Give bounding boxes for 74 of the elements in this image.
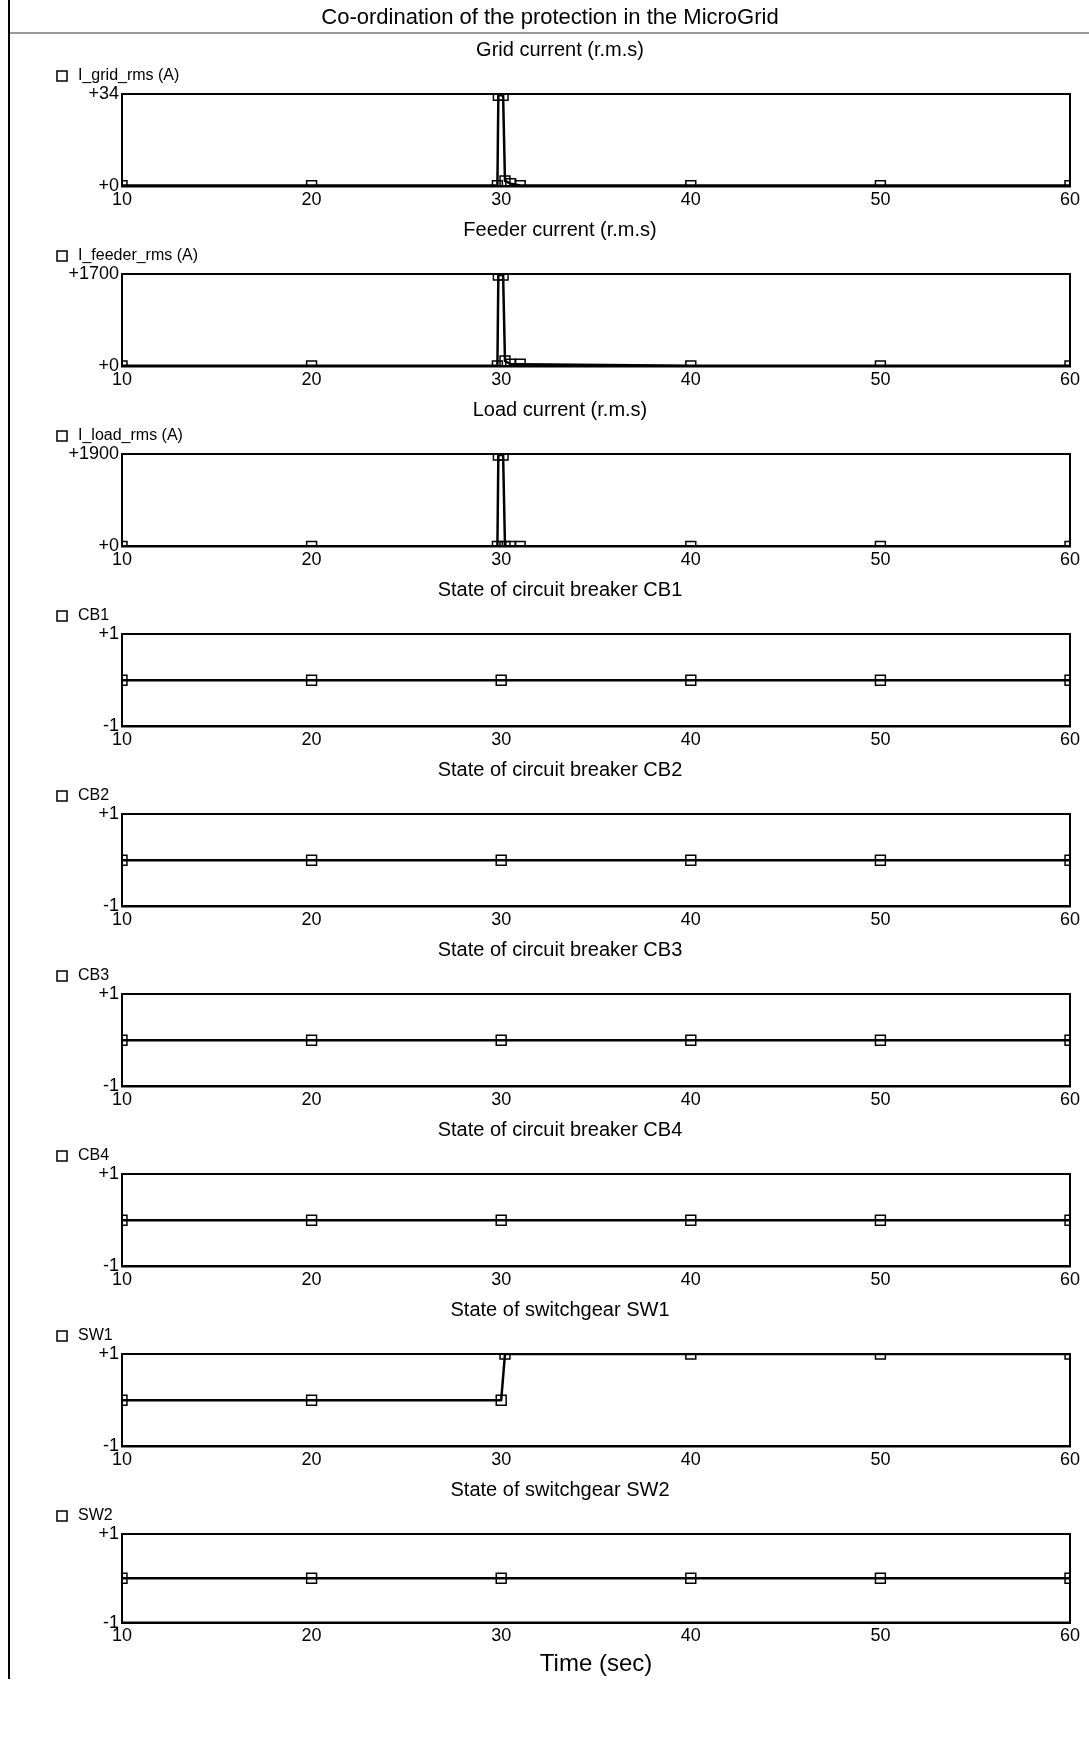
x-tick-label: 40 bbox=[680, 909, 701, 930]
x-tick-label: 50 bbox=[870, 369, 891, 390]
chart-title: State of circuit breaker CB4 bbox=[437, 1117, 683, 1140]
y-tick-label: +1 bbox=[98, 802, 119, 823]
chart-title: State of circuit breaker CB2 bbox=[437, 757, 683, 780]
x-tick-label: 20 bbox=[301, 189, 322, 210]
y-tick-label: +1 bbox=[98, 982, 119, 1003]
x-tick-label: 40 bbox=[680, 549, 701, 570]
legend-label: SW2 bbox=[78, 1506, 113, 1524]
x-tick-label: 50 bbox=[870, 1625, 891, 1646]
x-tick-label: 50 bbox=[870, 909, 891, 930]
y-tick-label: +1 bbox=[98, 1342, 119, 1363]
y-tick-label: +1 bbox=[98, 622, 119, 643]
y-tick-label: +1700 bbox=[68, 262, 119, 283]
x-tick-label: 30 bbox=[491, 729, 512, 750]
chart-title: Feeder current (r.m.s) bbox=[463, 217, 657, 240]
legend-label: I_feeder_rms (A) bbox=[78, 246, 199, 265]
chart-title: State of switchgear SW2 bbox=[450, 1477, 670, 1500]
x-tick-label: 50 bbox=[870, 549, 891, 570]
x-tick-label: 30 bbox=[491, 1625, 512, 1646]
x-tick-label: 20 bbox=[301, 549, 322, 570]
legend-label: CB1 bbox=[78, 606, 110, 624]
x-tick-label: 60 bbox=[1059, 369, 1081, 390]
chart-title: State of circuit breaker CB1 bbox=[437, 577, 683, 600]
y-tick-label: +1 bbox=[98, 1522, 119, 1543]
x-tick-label: 60 bbox=[1059, 1449, 1081, 1470]
y-tick-label: +34 bbox=[88, 82, 119, 103]
x-axis-title: Time (sec) bbox=[539, 1649, 653, 1677]
x-tick-label: 60 bbox=[1059, 909, 1081, 930]
x-tick-label: 50 bbox=[870, 1269, 891, 1290]
x-tick-label: 30 bbox=[491, 549, 512, 570]
x-tick-label: 30 bbox=[491, 909, 512, 930]
x-tick-label: 40 bbox=[680, 1625, 701, 1646]
x-tick-label: 20 bbox=[301, 369, 322, 390]
x-tick-label: 20 bbox=[301, 1269, 322, 1290]
y-tick-label: +1 bbox=[98, 1162, 119, 1183]
x-tick-label: 40 bbox=[680, 1269, 701, 1290]
x-tick-label: 50 bbox=[870, 1449, 891, 1470]
chart-title: Load current (r.m.s) bbox=[472, 397, 648, 420]
x-tick-label: 20 bbox=[301, 909, 322, 930]
legend-label: SW1 bbox=[78, 1326, 113, 1344]
x-tick-label: 60 bbox=[1059, 189, 1081, 210]
legend-label: CB4 bbox=[78, 1146, 110, 1164]
x-tick-label: 40 bbox=[680, 369, 701, 390]
x-tick-label: 60 bbox=[1059, 1089, 1081, 1110]
legend-label: CB2 bbox=[78, 786, 110, 804]
x-tick-label: 40 bbox=[680, 1089, 701, 1110]
legend-label: CB3 bbox=[78, 966, 110, 984]
x-tick-label: 20 bbox=[301, 729, 322, 750]
x-tick-label: 20 bbox=[301, 1449, 322, 1470]
text: Co-ordination of the protection in the MicroGrid bbox=[10, 0, 1089, 34]
y-tick-label: +1900 bbox=[68, 442, 119, 463]
x-tick-label: 40 bbox=[680, 729, 701, 750]
chart-title: Grid current (r.m.s) bbox=[476, 37, 644, 60]
x-tick-label: 60 bbox=[1059, 1625, 1081, 1646]
x-tick-label: 40 bbox=[680, 1449, 701, 1470]
x-tick-label: 40 bbox=[680, 189, 701, 210]
chart-title: State of circuit breaker CB3 bbox=[437, 937, 683, 960]
x-tick-label: 30 bbox=[491, 189, 512, 210]
x-tick-label: 30 bbox=[491, 1269, 512, 1290]
chart-title: State of switchgear SW1 bbox=[450, 1297, 670, 1320]
legend-label: I_load_rms (A) bbox=[78, 426, 183, 445]
x-tick-label: 60 bbox=[1059, 1269, 1081, 1290]
x-tick-label: 30 bbox=[491, 1449, 512, 1470]
x-tick-label: 60 bbox=[1059, 729, 1081, 750]
x-tick-label: 20 bbox=[301, 1625, 322, 1646]
x-tick-label: 50 bbox=[870, 729, 891, 750]
x-tick-label: 50 bbox=[870, 1089, 891, 1110]
x-tick-label: 20 bbox=[301, 1089, 322, 1110]
x-tick-label: 50 bbox=[870, 189, 891, 210]
x-tick-label: 60 bbox=[1059, 549, 1081, 570]
x-tick-label: 30 bbox=[491, 369, 512, 390]
legend-label: I_grid_rms (A) bbox=[78, 66, 180, 85]
x-tick-label: 30 bbox=[491, 1089, 512, 1110]
